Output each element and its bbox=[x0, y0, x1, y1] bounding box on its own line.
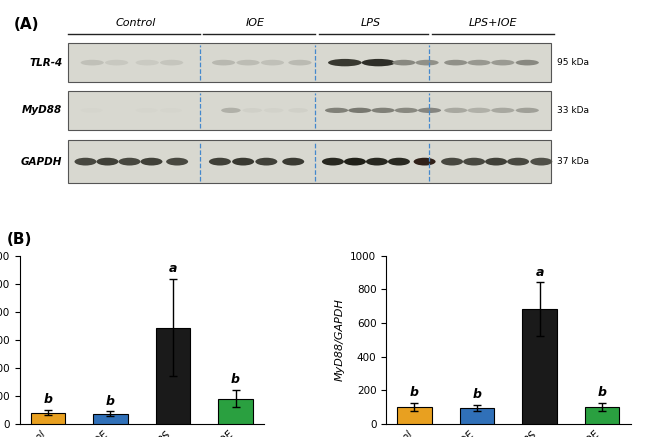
Ellipse shape bbox=[264, 108, 283, 113]
Ellipse shape bbox=[261, 60, 284, 66]
Ellipse shape bbox=[81, 60, 104, 66]
Text: (A): (A) bbox=[14, 17, 39, 31]
Ellipse shape bbox=[166, 158, 188, 166]
Ellipse shape bbox=[209, 158, 231, 166]
Text: 95 kDa: 95 kDa bbox=[557, 58, 589, 67]
Ellipse shape bbox=[160, 60, 183, 66]
Ellipse shape bbox=[348, 108, 371, 113]
Bar bbox=[156, 328, 190, 424]
Ellipse shape bbox=[221, 108, 240, 113]
Ellipse shape bbox=[242, 108, 262, 113]
Ellipse shape bbox=[395, 108, 418, 113]
Ellipse shape bbox=[507, 158, 529, 166]
Text: LPS+IOE: LPS+IOE bbox=[469, 18, 517, 28]
Ellipse shape bbox=[441, 158, 463, 166]
Bar bbox=[93, 413, 127, 424]
Ellipse shape bbox=[160, 108, 182, 113]
Bar bbox=[523, 309, 557, 424]
Ellipse shape bbox=[392, 60, 415, 66]
Bar bbox=[218, 399, 253, 424]
Ellipse shape bbox=[491, 108, 514, 113]
Ellipse shape bbox=[255, 158, 278, 166]
Bar bbox=[460, 408, 494, 424]
Ellipse shape bbox=[136, 108, 157, 113]
Ellipse shape bbox=[325, 108, 348, 113]
Ellipse shape bbox=[212, 60, 235, 66]
Text: a: a bbox=[536, 266, 544, 279]
Ellipse shape bbox=[289, 60, 311, 66]
FancyBboxPatch shape bbox=[68, 140, 551, 183]
Ellipse shape bbox=[463, 158, 485, 166]
Text: MyD88: MyD88 bbox=[22, 105, 62, 115]
Ellipse shape bbox=[289, 108, 308, 113]
Ellipse shape bbox=[105, 108, 127, 113]
Text: b: b bbox=[410, 386, 419, 399]
Text: GAPDH: GAPDH bbox=[21, 156, 62, 166]
Ellipse shape bbox=[515, 60, 539, 66]
Ellipse shape bbox=[81, 108, 103, 113]
Ellipse shape bbox=[237, 60, 259, 66]
Bar bbox=[31, 413, 65, 424]
Ellipse shape bbox=[444, 108, 467, 113]
Ellipse shape bbox=[418, 108, 441, 113]
Ellipse shape bbox=[118, 158, 140, 166]
Ellipse shape bbox=[232, 158, 254, 166]
Ellipse shape bbox=[136, 60, 159, 66]
Text: 33 kDa: 33 kDa bbox=[557, 106, 589, 115]
Ellipse shape bbox=[491, 60, 514, 66]
Ellipse shape bbox=[361, 59, 395, 66]
Ellipse shape bbox=[530, 158, 552, 166]
Text: (B): (B) bbox=[6, 232, 32, 246]
Text: b: b bbox=[44, 393, 52, 406]
Ellipse shape bbox=[467, 60, 491, 66]
Y-axis label: MyD88/GAPDH: MyD88/GAPDH bbox=[335, 298, 344, 381]
Text: Control: Control bbox=[116, 18, 156, 28]
Ellipse shape bbox=[467, 108, 491, 113]
Ellipse shape bbox=[366, 158, 388, 166]
Text: 37 kDa: 37 kDa bbox=[557, 157, 589, 166]
Text: LPS: LPS bbox=[361, 18, 381, 28]
Ellipse shape bbox=[282, 158, 304, 166]
Text: a: a bbox=[169, 262, 177, 275]
Ellipse shape bbox=[415, 60, 439, 66]
Bar bbox=[585, 407, 619, 424]
Ellipse shape bbox=[515, 108, 539, 113]
Ellipse shape bbox=[344, 158, 366, 166]
Ellipse shape bbox=[140, 158, 162, 166]
Ellipse shape bbox=[75, 158, 96, 166]
Text: b: b bbox=[231, 374, 240, 386]
Ellipse shape bbox=[388, 158, 410, 166]
Ellipse shape bbox=[485, 158, 507, 166]
Text: b: b bbox=[473, 388, 482, 401]
Ellipse shape bbox=[322, 158, 344, 166]
Text: b: b bbox=[598, 386, 606, 399]
FancyBboxPatch shape bbox=[68, 91, 551, 130]
Bar bbox=[397, 407, 432, 424]
Ellipse shape bbox=[105, 60, 128, 66]
Ellipse shape bbox=[96, 158, 118, 166]
Ellipse shape bbox=[371, 108, 395, 113]
Text: TLR-4: TLR-4 bbox=[29, 58, 62, 68]
Ellipse shape bbox=[328, 59, 361, 66]
FancyBboxPatch shape bbox=[68, 43, 551, 82]
Ellipse shape bbox=[413, 158, 436, 166]
Ellipse shape bbox=[444, 60, 467, 66]
Text: b: b bbox=[106, 395, 115, 408]
Text: IOE: IOE bbox=[245, 18, 265, 28]
